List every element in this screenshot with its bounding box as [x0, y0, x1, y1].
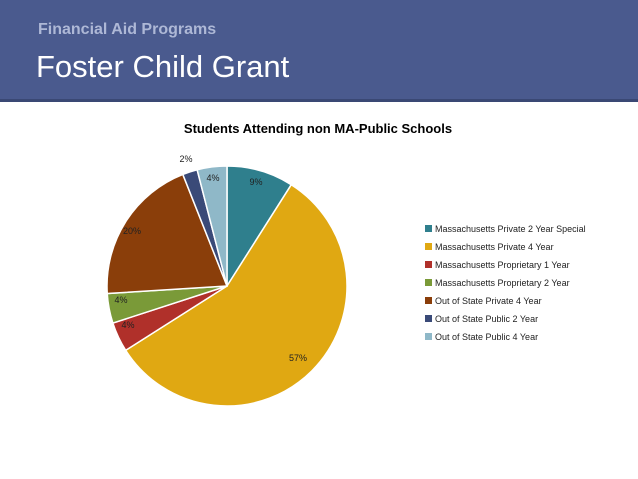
pie-slice — [106, 173, 229, 295]
legend-swatch — [425, 279, 432, 286]
slice-data-label: 9% — [249, 177, 262, 187]
pie-slice — [196, 165, 228, 287]
pie-data-labels: 9% 57% 4% 4% 20% 2% 4% — [114, 154, 307, 363]
legend-label: Massachusetts Private 4 Year — [435, 242, 554, 252]
slice-data-label: 20% — [123, 226, 141, 236]
legend-swatch — [425, 297, 432, 304]
legend-swatch — [425, 243, 432, 250]
legend-swatch — [425, 225, 432, 232]
legend-swatch — [425, 315, 432, 322]
legend-swatch — [425, 333, 432, 340]
slice-data-label: 2% — [179, 154, 192, 164]
section-subtitle: Financial Aid Programs — [38, 21, 217, 38]
legend-label: Out of State Public 2 Year — [435, 314, 538, 324]
legend-label: Out of State Private 4 Year — [435, 296, 542, 306]
slice-data-label: 4% — [206, 173, 219, 183]
header-bar — [0, 0, 638, 99]
legend-label: Massachusetts Proprietary 2 Year — [435, 278, 570, 288]
slice-data-label: 4% — [114, 295, 127, 305]
legend-label: Massachusetts Proprietary 1 Year — [435, 260, 570, 270]
chart-title: Students Attending non MA-Public Schools — [184, 121, 452, 136]
slice-data-label: 57% — [289, 353, 307, 363]
legend-label: Massachusetts Private 2 Year Special — [435, 224, 586, 234]
pie-slices — [106, 165, 348, 407]
chart-legend: Massachusetts Private 2 Year Special Mass… — [425, 224, 586, 342]
pie-slice — [124, 183, 348, 407]
header-divider — [0, 99, 638, 102]
legend-label: Out of State Public 4 Year — [435, 332, 538, 342]
page-title: Foster Child Grant — [36, 49, 290, 84]
legend-swatch — [425, 261, 432, 268]
slice-data-label: 4% — [121, 320, 134, 330]
